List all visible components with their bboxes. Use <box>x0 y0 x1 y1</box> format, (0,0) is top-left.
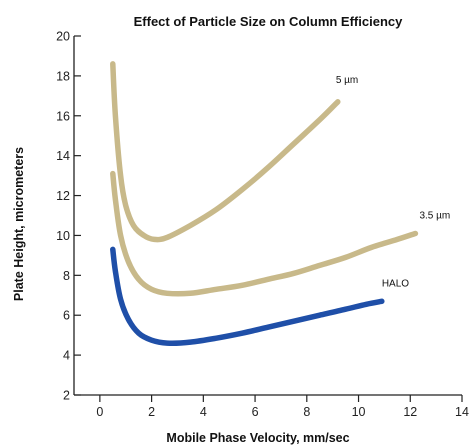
y-tick-label: 8 <box>63 269 70 283</box>
x-tick-label: 8 <box>303 405 310 419</box>
y-axis-label: Plate Height, micrometers <box>12 147 26 301</box>
y-tick-label: 6 <box>63 309 70 323</box>
x-tick-label: 6 <box>252 405 259 419</box>
series-layer <box>110 61 419 346</box>
series-line-halo <box>110 246 385 346</box>
series-line-5-m <box>110 61 341 243</box>
series-line-3-5-m <box>110 170 419 297</box>
y-tick-label: 10 <box>56 229 70 243</box>
y-tick-label: 18 <box>56 69 70 83</box>
x-tick-label: 10 <box>352 405 366 419</box>
y-tick-label: 14 <box>56 149 70 163</box>
x-tick-label: 4 <box>200 405 207 419</box>
y-tick-label: 20 <box>56 30 70 44</box>
x-tick-label: 0 <box>96 405 103 419</box>
y-tick-label: 2 <box>63 389 70 403</box>
y-tick-label: 4 <box>63 349 70 363</box>
x-tick-label: 14 <box>455 405 469 419</box>
chart-title: Effect of Particle Size on Column Effici… <box>134 14 403 29</box>
x-tick-label: 12 <box>403 405 417 419</box>
axes: 2 4 6 8 10 12 14 16 18 20 0 2 4 6 8 10 12 14 <box>56 30 469 420</box>
x-axis-label: Mobile Phase Velocity, mm/sec <box>166 431 349 445</box>
series-label-5-m: 5 µm <box>336 75 358 86</box>
x-tick-label: 2 <box>148 405 155 419</box>
series-label-3-5-m: 3.5 µm <box>419 210 450 221</box>
series-label-layer: 5 µm 3.5 µm HALO <box>336 75 450 289</box>
y-tick-label: 12 <box>56 189 70 203</box>
series-label-halo: HALO <box>382 278 409 289</box>
y-tick-label: 16 <box>56 109 70 123</box>
